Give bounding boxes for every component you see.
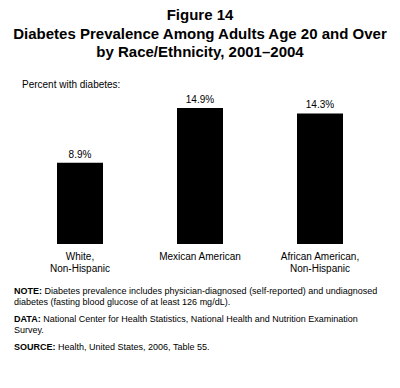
html-text:NOTE: Diabetes prevalence incl: NOTE: Diabetes prevalence includes physi… bbox=[14, 286, 378, 307]
html-text:Percent with diabetes:: Percent with diabetes: bbox=[22, 79, 121, 90]
html-text:Figure 14: Figure 14 bbox=[166, 6, 234, 23]
html-text:Diabetes Prevalence Among Adul: Diabetes Prevalence Among Adults Age 20 … bbox=[13, 25, 387, 60]
svg-text:14.9%: 14.9% bbox=[186, 94, 214, 105]
svg-text:Mexican American: Mexican American bbox=[159, 251, 241, 262]
html-text:DATA: National Center for Heal: DATA: National Center for Health Statist… bbox=[14, 314, 358, 335]
svg-text:14.3%: 14.3% bbox=[306, 99, 334, 110]
svg-text:African American,Non-Hispanic: African American,Non-Hispanic bbox=[281, 251, 359, 274]
svg-text:8.9%: 8.9% bbox=[69, 149, 92, 160]
html-text:SOURCE: Health, United States,: SOURCE: Health, United States, 2006, Tab… bbox=[14, 342, 210, 352]
svg-text:White,Non-Hispanic: White,Non-Hispanic bbox=[50, 251, 110, 274]
